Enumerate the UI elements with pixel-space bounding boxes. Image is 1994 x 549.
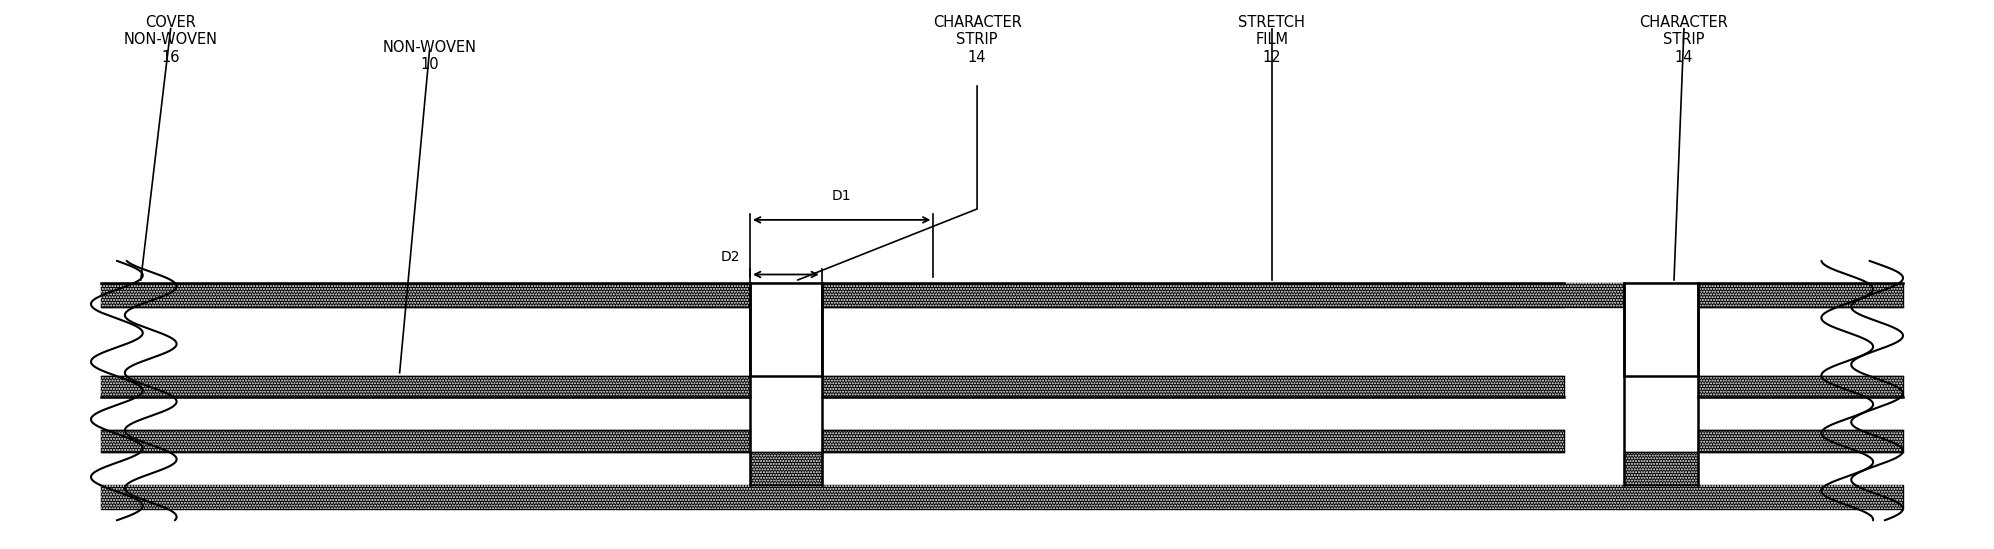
Bar — [750, 283, 1699, 307]
Text: STRETCH
FILM
12: STRETCH FILM 12 — [1238, 15, 1306, 65]
Bar — [102, 430, 750, 452]
Text: CHARACTER
STRIP
14: CHARACTER STRIP 14 — [1639, 15, 1729, 65]
Bar — [822, 430, 1565, 452]
Bar — [102, 376, 750, 397]
Bar — [822, 376, 1565, 397]
Bar — [1699, 283, 1902, 307]
Bar — [102, 485, 1902, 509]
Bar — [822, 430, 1565, 452]
Bar — [102, 485, 1902, 509]
Bar — [102, 283, 750, 307]
Bar — [1699, 376, 1902, 397]
Text: NON-WOVEN
10: NON-WOVEN 10 — [383, 40, 477, 72]
Bar — [1699, 430, 1902, 452]
Bar — [750, 283, 1699, 307]
Bar — [1699, 430, 1902, 452]
Bar — [750, 452, 822, 485]
Bar — [1625, 283, 1699, 376]
Bar — [102, 376, 750, 397]
Bar — [1699, 283, 1902, 307]
Text: CHARACTER
STRIP
14: CHARACTER STRIP 14 — [933, 15, 1021, 65]
Bar — [1625, 452, 1699, 485]
Bar — [1625, 452, 1699, 485]
Text: D2: D2 — [720, 250, 740, 264]
Bar — [750, 452, 822, 485]
Bar — [102, 430, 750, 452]
Bar — [1699, 376, 1902, 397]
Text: COVER
NON-WOVEN
16: COVER NON-WOVEN 16 — [124, 15, 217, 65]
Bar — [102, 283, 750, 307]
Text: D1: D1 — [831, 189, 851, 204]
Bar — [822, 376, 1565, 397]
Bar — [750, 283, 822, 376]
